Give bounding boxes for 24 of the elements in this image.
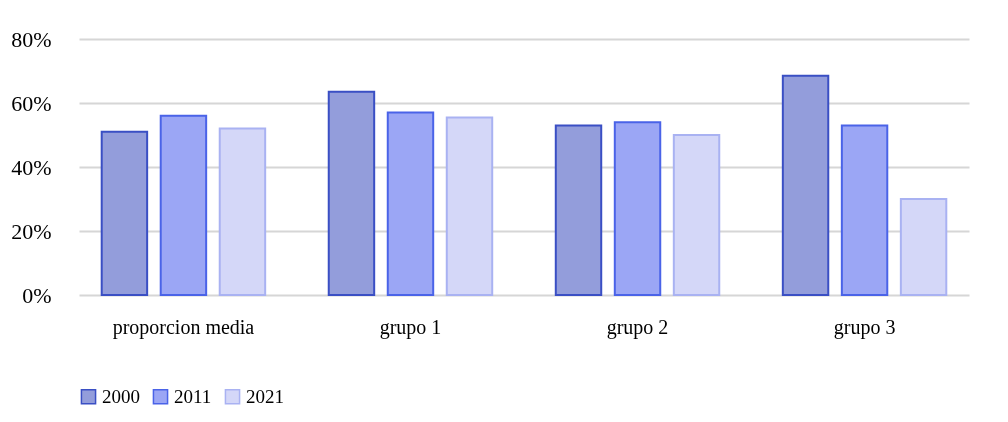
bar	[100, 130, 149, 296]
bar	[672, 134, 721, 296]
bar	[386, 111, 435, 296]
y-tick-label: 80%	[11, 26, 52, 52]
legend-label: 2021	[246, 385, 284, 407]
y-tick-label: 40%	[11, 154, 52, 180]
bar	[840, 124, 889, 296]
legend-label: 2011	[174, 385, 212, 407]
bar	[899, 198, 948, 296]
y-tick-label: 0%	[22, 282, 52, 308]
bar	[781, 74, 830, 296]
bar	[613, 121, 662, 296]
x-tick-label: grupo 2	[606, 315, 669, 339]
y-tick-label: 20%	[11, 218, 52, 244]
legend-label: 2000	[102, 385, 140, 407]
y-tick-label: 60%	[11, 90, 52, 116]
bar	[554, 124, 603, 296]
bar	[327, 90, 376, 296]
x-tick-label: grupo 1	[379, 315, 442, 339]
bar	[159, 114, 208, 296]
bar	[218, 127, 267, 296]
x-tick-label: proporcion media	[112, 315, 255, 339]
x-tick-label: grupo 3	[833, 315, 896, 339]
bar	[445, 116, 494, 296]
